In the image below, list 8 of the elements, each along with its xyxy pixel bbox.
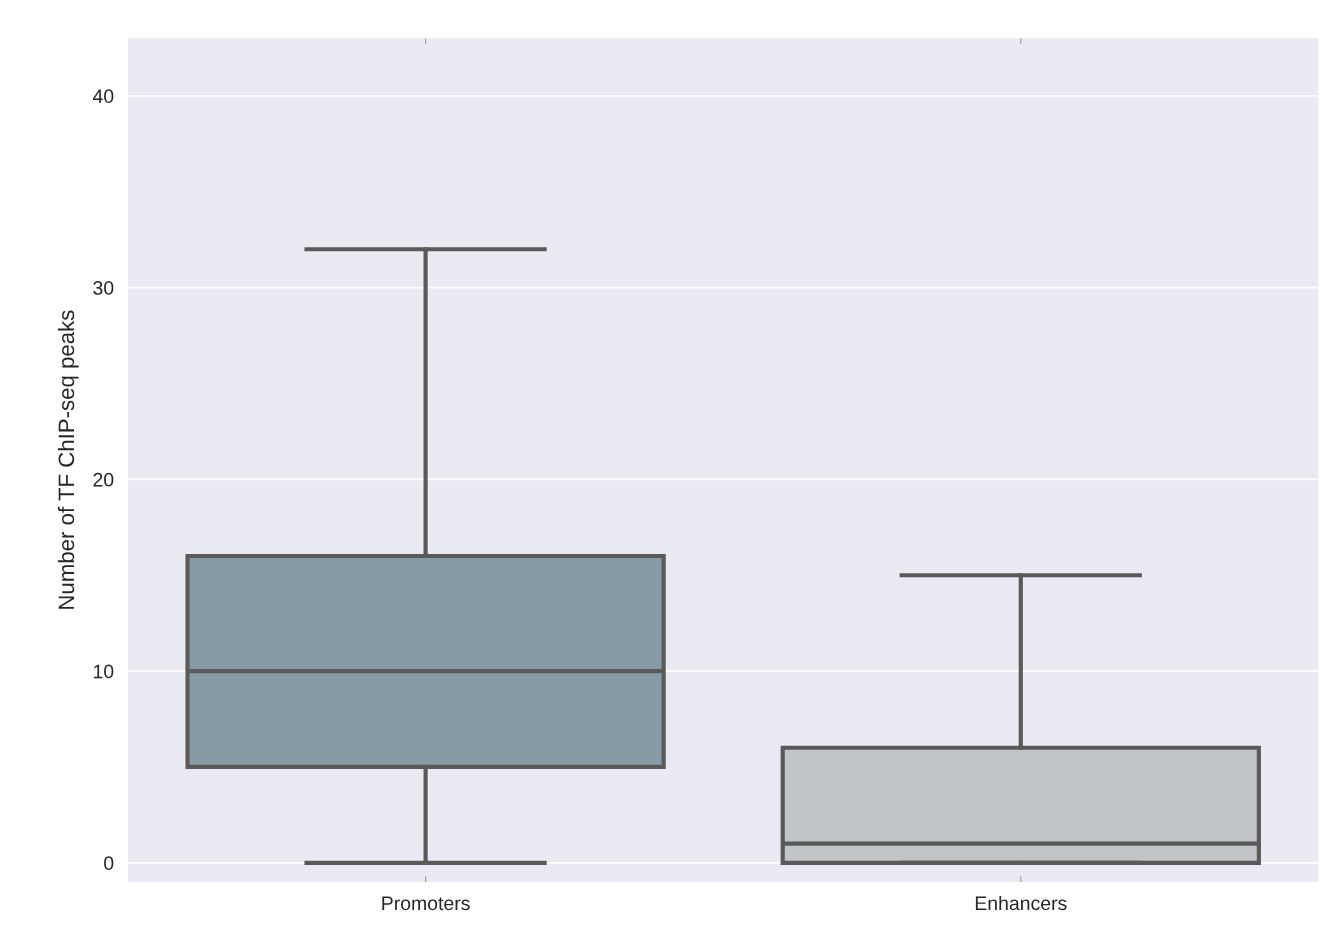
y-axis-title: Number of TF ChIP-seq peaks xyxy=(57,310,79,609)
x-tick-label: Promoters xyxy=(382,896,470,911)
y-tick-label: 20 xyxy=(93,472,114,487)
y-tick-label: 40 xyxy=(92,89,114,104)
y-tick-label: 0 xyxy=(104,856,114,871)
x-tick-label: Enhancers xyxy=(975,895,1067,911)
y-tick-label: 10 xyxy=(93,664,114,679)
y-tick-label: 30 xyxy=(93,281,114,295)
